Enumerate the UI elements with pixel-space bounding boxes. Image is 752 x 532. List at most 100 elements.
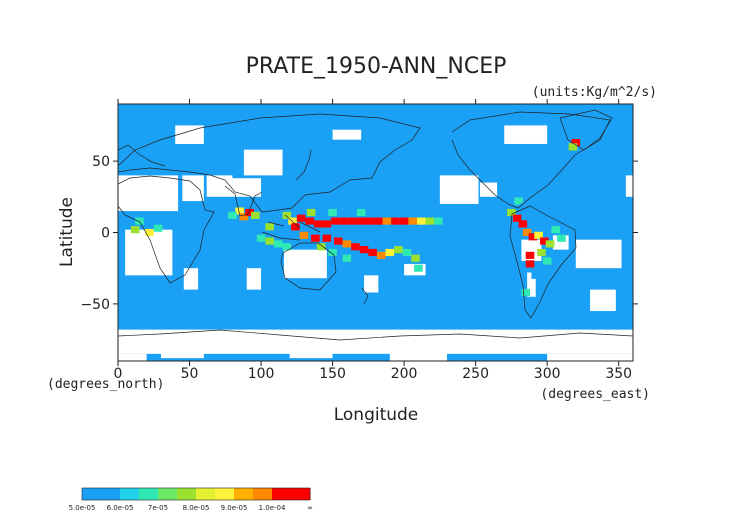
precip-cell-31: [339, 217, 349, 225]
white-region-3: [182, 175, 204, 202]
coastline-antarctica: [118, 329, 633, 341]
precip-cell-18: [273, 211, 283, 219]
precip-cell-9: [251, 211, 260, 219]
white-region-17: [590, 289, 616, 312]
coastline-north-america: [451, 111, 611, 209]
colorbar-swatch-4-1: [253, 488, 273, 500]
precip-cell-21: [313, 183, 323, 191]
precip-cell-1: [135, 217, 144, 225]
precip-cell-16: [282, 243, 292, 251]
precip-cell-49: [311, 234, 320, 242]
colorbar-label-4: 9.0e-05: [221, 504, 248, 512]
colorbar-swatch-4-0: [234, 488, 254, 500]
coastline-africa: [118, 175, 215, 284]
white-region-7: [283, 249, 327, 279]
y-axis-label: Latitude: [57, 197, 77, 267]
precip-cell-5: [160, 217, 170, 225]
precip-cell-85: [568, 143, 578, 151]
x-tick-label-6: 300: [534, 366, 561, 382]
precip-cell-34: [365, 217, 375, 225]
precip-cell-86: [414, 264, 423, 272]
white-region-23: [118, 353, 147, 361]
x-tick-label-1: 50: [181, 366, 199, 382]
precip-cell-56: [376, 251, 386, 259]
precip-cell-77: [537, 248, 546, 257]
colorbar-label-6: ∞: [307, 504, 313, 512]
precip-cell-84: [571, 138, 581, 147]
white-region-2: [125, 229, 173, 276]
precipitation-cells: [120, 138, 581, 305]
precip-cell-83: [519, 203, 529, 211]
x-tick-label-5: 250: [462, 366, 489, 382]
precip-cell-59: [402, 248, 412, 257]
precip-cell-54: [359, 246, 369, 254]
precip-cell-64: [342, 254, 352, 262]
precip-cell-22: [325, 178, 335, 187]
white-region-11: [439, 175, 479, 204]
white-region-6: [232, 178, 262, 197]
white-region-26: [389, 352, 448, 361]
x-axis-label: Longitude: [334, 405, 419, 425]
precip-cell-12: [242, 240, 252, 248]
coastline-eurasia: [118, 113, 421, 213]
white-region-20: [504, 125, 548, 144]
precip-cell-68: [522, 228, 532, 237]
precip-cell-0: [120, 221, 130, 229]
precip-cell-13: [256, 234, 266, 242]
precip-cell-10: [228, 211, 237, 219]
precip-cell-32: [348, 217, 357, 225]
white-region-14: [527, 272, 536, 297]
precip-cell-79: [531, 271, 541, 279]
x-tick-label-7: 350: [605, 366, 632, 382]
precip-cell-73: [551, 226, 561, 234]
colorbar-swatch-3-0: [196, 488, 216, 500]
coastline-australia: [280, 242, 337, 291]
precip-cell-23: [282, 211, 292, 219]
precip-cell-15: [273, 240, 283, 248]
precip-cell-76: [525, 260, 535, 268]
white-region-21: [332, 129, 362, 140]
white-region-16: [575, 239, 622, 269]
colorbar-label-5: 1.0e-04: [259, 504, 286, 512]
precip-cell-80: [521, 288, 530, 297]
white-region-1: [118, 175, 179, 212]
coastline-south-america: [509, 205, 577, 319]
precip-cell-37: [391, 217, 400, 225]
white-region-19: [175, 125, 204, 144]
precip-cell-51: [334, 237, 343, 245]
colorbar-label-1: 6.0e-05: [107, 504, 134, 512]
coastline-europe: [118, 144, 166, 167]
precip-cell-67: [518, 220, 528, 228]
white-region-0: [625, 175, 633, 197]
x-tick-label-2: 100: [248, 366, 275, 382]
precip-cell-19: [285, 197, 294, 205]
precip-cell-60: [411, 254, 420, 262]
precip-cell-48: [299, 231, 309, 239]
precip-cell-30: [331, 217, 340, 225]
precip-cell-6: [235, 207, 244, 215]
colorbar-swatch-1-1: [139, 488, 159, 500]
precip-cell-35: [374, 217, 383, 225]
precip-cell-50: [322, 234, 332, 242]
colorbar-swatch-5-1: [291, 488, 311, 500]
precip-cell-29: [322, 220, 332, 228]
precip-cell-14: [265, 237, 274, 245]
x-axis-ticks: 0 50 100 150 200 250 300 350: [114, 99, 632, 382]
coastline-india: [224, 185, 263, 217]
precip-cell-72: [545, 240, 555, 248]
coastline-indonesia: [261, 214, 321, 241]
y-tick-label-0: 50: [92, 154, 110, 170]
precip-cell-53: [351, 243, 360, 251]
precip-cell-33: [356, 217, 366, 225]
white-region-5: [243, 149, 283, 176]
colorbar-swatch-2-1: [177, 488, 197, 500]
precip-cell-41: [425, 217, 435, 225]
precip-cell-81: [524, 297, 533, 305]
precip-cell-69: [528, 233, 538, 241]
colorbar-swatch-3-1: [215, 488, 235, 500]
precip-cell-63: [328, 248, 337, 257]
colorbar-swatch-0-1: [101, 488, 121, 500]
precip-cell-70: [534, 231, 543, 239]
coastline-greenland: [559, 109, 613, 151]
x-unit-note: (degrees_east): [540, 387, 650, 402]
